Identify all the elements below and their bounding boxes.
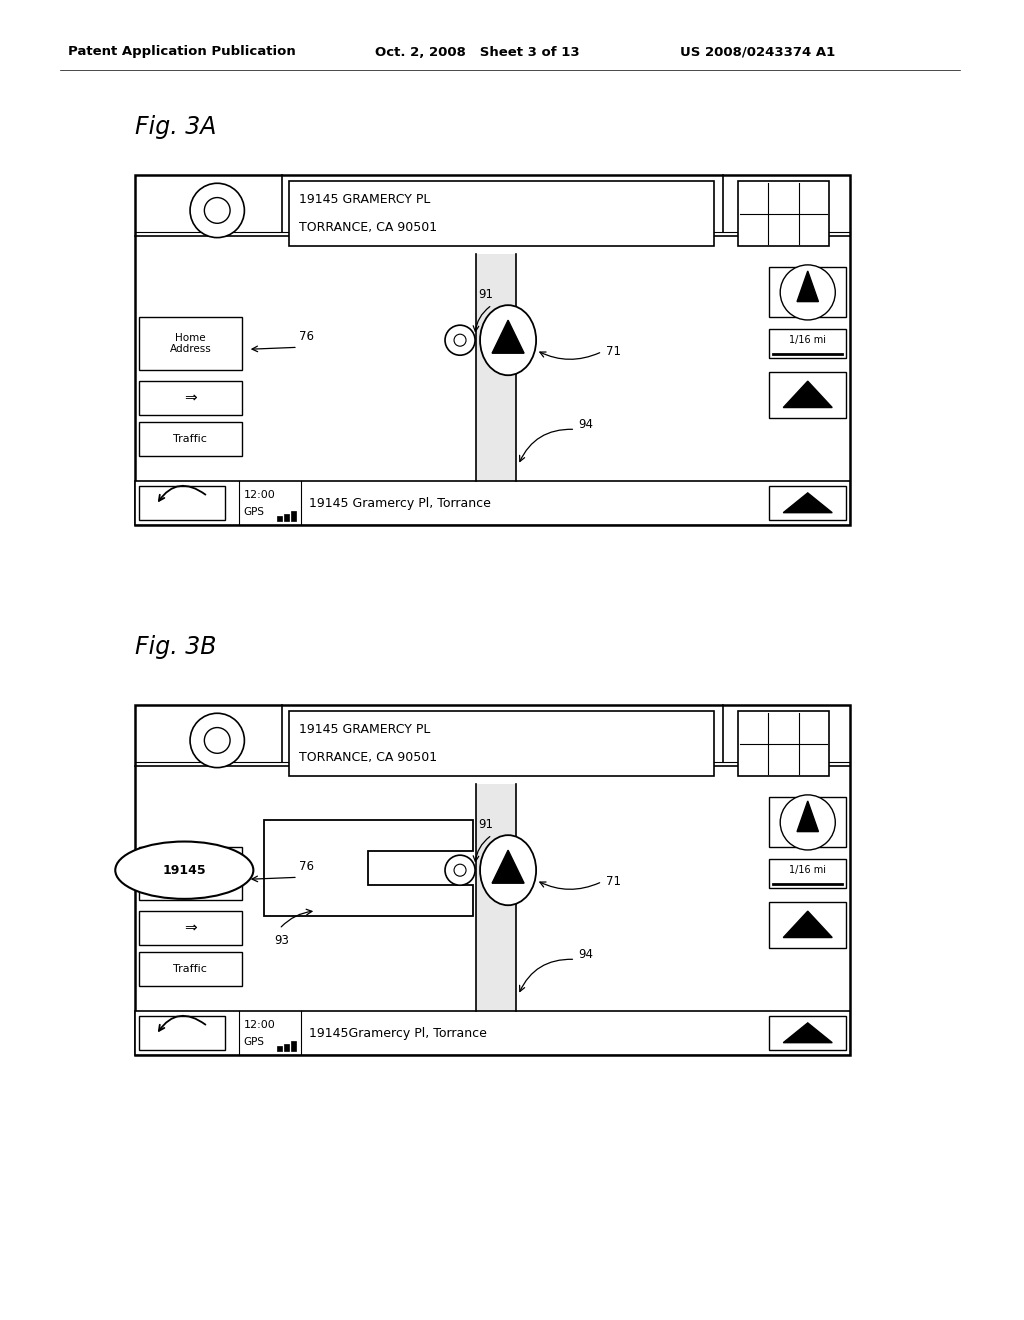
Text: TORRANCE, CA 90501: TORRANCE, CA 90501: [299, 222, 437, 234]
Circle shape: [205, 727, 230, 754]
Polygon shape: [783, 381, 833, 408]
Circle shape: [445, 325, 475, 355]
Bar: [276, 516, 282, 521]
Polygon shape: [493, 850, 524, 883]
Bar: [769, 797, 846, 847]
Text: 94: 94: [579, 418, 593, 430]
Text: Traffic: Traffic: [173, 964, 207, 974]
Text: 19145Gramercy Pl, Torrance: 19145Gramercy Pl, Torrance: [308, 1027, 486, 1040]
Text: Oct. 2, 2008   Sheet 3 of 13: Oct. 2, 2008 Sheet 3 of 13: [375, 45, 580, 58]
Text: 12:00: 12:00: [244, 490, 275, 500]
Bar: [139, 422, 242, 457]
Bar: [476, 253, 516, 482]
Bar: [139, 952, 242, 986]
Bar: [139, 911, 242, 945]
Ellipse shape: [480, 836, 537, 906]
Text: ⇒: ⇒: [184, 391, 197, 405]
Bar: [135, 482, 850, 525]
Bar: [291, 1041, 296, 1051]
Circle shape: [205, 198, 230, 223]
Bar: [769, 268, 846, 317]
Text: 19145: 19145: [163, 863, 206, 876]
Bar: [135, 176, 850, 525]
Bar: [139, 486, 225, 520]
Polygon shape: [783, 1023, 833, 1043]
Circle shape: [190, 713, 245, 768]
Bar: [769, 329, 846, 359]
Bar: [139, 847, 242, 900]
Text: Traffic: Traffic: [173, 434, 207, 444]
Text: Fig. 3A: Fig. 3A: [135, 115, 216, 139]
Polygon shape: [783, 911, 833, 937]
Circle shape: [454, 865, 466, 876]
Text: Patent Application Publication: Patent Application Publication: [68, 45, 296, 58]
Ellipse shape: [116, 842, 253, 899]
Bar: [284, 513, 289, 521]
Text: GPS: GPS: [244, 507, 264, 517]
Text: 19145 Gramercy Pl, Torrance: 19145 Gramercy Pl, Torrance: [308, 496, 490, 510]
Polygon shape: [493, 321, 524, 354]
Text: US 2008/0243374 A1: US 2008/0243374 A1: [680, 45, 836, 58]
Text: 1/16 mi: 1/16 mi: [790, 865, 826, 875]
Text: 71: 71: [606, 875, 622, 888]
Bar: [139, 381, 242, 416]
Text: 91: 91: [478, 818, 494, 830]
Ellipse shape: [480, 305, 537, 375]
Bar: [737, 711, 829, 776]
Bar: [769, 372, 846, 417]
Bar: [769, 486, 846, 520]
Bar: [289, 181, 714, 246]
Bar: [139, 1016, 225, 1051]
Text: TORRANCE, CA 90501: TORRANCE, CA 90501: [299, 751, 437, 764]
Text: 76: 76: [299, 861, 314, 874]
Bar: [276, 1045, 282, 1051]
Text: 94: 94: [579, 948, 593, 961]
Text: 12:00: 12:00: [244, 1020, 275, 1030]
Bar: [135, 1011, 850, 1055]
Bar: [769, 859, 846, 888]
Bar: [291, 511, 296, 521]
Polygon shape: [783, 492, 833, 512]
Bar: [284, 1044, 289, 1051]
Text: Navigation
map: Navigation map: [162, 863, 218, 884]
Text: Home
Address: Home Address: [170, 333, 211, 354]
Text: ⇒: ⇒: [184, 921, 197, 936]
Circle shape: [780, 795, 836, 850]
Text: 76: 76: [299, 330, 314, 343]
Circle shape: [445, 855, 475, 886]
Circle shape: [454, 334, 466, 346]
Polygon shape: [797, 801, 818, 832]
Text: 19145 GRAMERCY PL: 19145 GRAMERCY PL: [299, 723, 430, 735]
Text: 91: 91: [478, 288, 494, 301]
Bar: [476, 784, 516, 1011]
Bar: [139, 317, 242, 370]
Text: 19145 GRAMERCY PL: 19145 GRAMERCY PL: [299, 193, 430, 206]
Text: Fig. 3B: Fig. 3B: [135, 635, 216, 659]
Bar: [737, 181, 829, 246]
Circle shape: [190, 183, 245, 238]
Polygon shape: [797, 271, 818, 301]
Text: GPS: GPS: [244, 1038, 264, 1047]
Text: 1/16 mi: 1/16 mi: [790, 335, 826, 345]
Bar: [769, 1016, 846, 1051]
Bar: [769, 902, 846, 948]
Polygon shape: [264, 820, 473, 916]
Text: 71: 71: [606, 345, 622, 358]
Bar: [289, 711, 714, 776]
Bar: [135, 705, 850, 1055]
Circle shape: [780, 265, 836, 319]
Text: 93: 93: [274, 935, 289, 946]
